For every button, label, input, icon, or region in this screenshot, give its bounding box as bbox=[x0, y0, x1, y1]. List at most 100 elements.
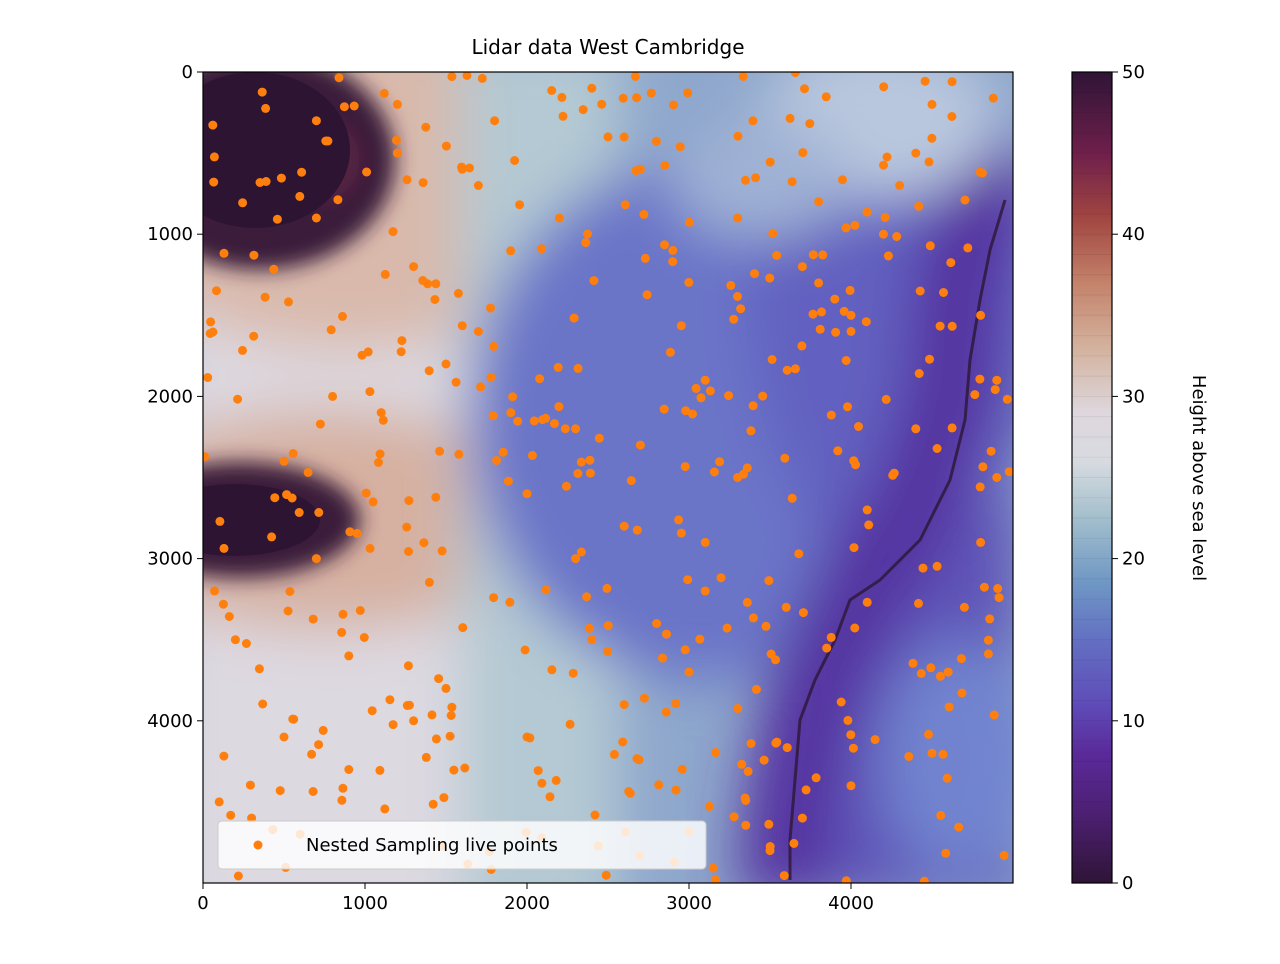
scatter-point bbox=[975, 482, 985, 492]
scatter-point bbox=[506, 246, 516, 256]
scatter-point bbox=[321, 136, 331, 146]
scatter-point bbox=[908, 658, 918, 668]
scatter-point bbox=[739, 469, 748, 479]
scatter-point bbox=[625, 788, 635, 798]
scatter-point bbox=[294, 508, 304, 517]
scatter-point bbox=[404, 547, 413, 556]
scatter-point bbox=[315, 419, 325, 429]
scatter-point bbox=[515, 200, 525, 210]
scatter-point bbox=[780, 453, 790, 463]
scatter-point bbox=[831, 327, 841, 337]
scatter-point bbox=[919, 876, 929, 883]
scatter-point bbox=[715, 457, 725, 467]
scatter-point bbox=[879, 82, 889, 92]
scatter-point bbox=[797, 341, 807, 351]
scatter-point bbox=[979, 582, 989, 592]
scatter-point bbox=[418, 178, 428, 188]
scatter-point bbox=[224, 612, 234, 621]
scatter-point bbox=[462, 72, 472, 80]
scatter-point bbox=[846, 326, 856, 336]
scatter-point bbox=[460, 763, 470, 773]
colorbar-bands bbox=[1072, 91, 1112, 864]
scatter-point bbox=[272, 214, 282, 224]
scatter-point bbox=[662, 629, 671, 639]
scatter-point bbox=[821, 92, 831, 102]
legend-label: Nested Sampling live points bbox=[306, 835, 558, 856]
scatter-point bbox=[726, 280, 736, 290]
scatter-point bbox=[573, 469, 583, 478]
scatter-point bbox=[695, 634, 705, 644]
colorbar-frame bbox=[1071, 71, 1113, 884]
scatter-point bbox=[208, 327, 218, 337]
scatter-point bbox=[748, 401, 758, 411]
scatter-point bbox=[297, 167, 307, 177]
scatter-point bbox=[665, 347, 675, 357]
scatter-point bbox=[956, 654, 966, 664]
scatter-point bbox=[1004, 467, 1013, 477]
scatter-point bbox=[669, 100, 678, 110]
scatter-point bbox=[454, 449, 464, 459]
scatter-point bbox=[632, 525, 642, 535]
scatter-point bbox=[790, 364, 800, 374]
scatter-point bbox=[338, 311, 347, 321]
scatter-point bbox=[275, 786, 285, 796]
scatter-point bbox=[361, 488, 371, 498]
scatter-point bbox=[716, 573, 726, 583]
scatter-point bbox=[434, 674, 444, 684]
scatter-point bbox=[661, 707, 671, 717]
scatter-point bbox=[465, 163, 474, 173]
scatter-point bbox=[826, 410, 836, 420]
legend-marker bbox=[253, 840, 263, 850]
scatter-point bbox=[772, 250, 782, 260]
scatter-point bbox=[768, 228, 778, 238]
scatter-point bbox=[939, 288, 948, 297]
scatter-point bbox=[817, 307, 826, 317]
plot-frame bbox=[202, 71, 1014, 884]
scatter-point bbox=[565, 719, 575, 729]
scatter-point bbox=[989, 710, 999, 720]
scatter-point bbox=[503, 476, 513, 486]
scatter-point bbox=[751, 684, 761, 694]
scatter-point bbox=[374, 458, 383, 467]
scatter-point bbox=[267, 532, 277, 542]
scatter-point bbox=[741, 795, 751, 805]
scatter-point bbox=[537, 778, 547, 788]
scatter-point bbox=[506, 408, 516, 418]
scatter-point bbox=[603, 132, 613, 142]
scatter-point bbox=[375, 449, 385, 459]
scatter-point bbox=[270, 493, 280, 503]
scatter-point bbox=[639, 693, 649, 703]
scatter-point bbox=[814, 197, 824, 207]
legend: Nested Sampling live points bbox=[217, 820, 707, 870]
scatter-point bbox=[424, 366, 434, 376]
scatter-point bbox=[925, 354, 934, 364]
scatter-point bbox=[619, 132, 629, 142]
scatter-point bbox=[772, 737, 782, 747]
scatter-point bbox=[602, 583, 612, 593]
scatter-point bbox=[585, 468, 595, 478]
scatter-point bbox=[811, 773, 821, 783]
scatter-point bbox=[932, 561, 942, 571]
scatter-point bbox=[920, 76, 930, 86]
scatter-point bbox=[671, 785, 681, 795]
scatter-point bbox=[916, 669, 926, 678]
scatter-point bbox=[765, 157, 775, 167]
scatter-point bbox=[843, 402, 852, 412]
scatter-point bbox=[558, 111, 568, 121]
scatter-point bbox=[553, 362, 563, 372]
scatter-point bbox=[219, 751, 229, 761]
scatter-point bbox=[513, 416, 523, 426]
scatter-point bbox=[587, 83, 597, 93]
scatter-point bbox=[333, 195, 343, 205]
scatter-point bbox=[421, 752, 431, 762]
scatter-point bbox=[722, 623, 732, 633]
scatter-point bbox=[581, 238, 591, 248]
scatter-point bbox=[547, 665, 557, 675]
scatter-point bbox=[815, 324, 825, 334]
scatter-point bbox=[590, 810, 600, 820]
scatter-point bbox=[681, 406, 691, 416]
scatter-point bbox=[367, 706, 377, 716]
scatter-point bbox=[635, 440, 645, 450]
scatter-point bbox=[947, 423, 957, 433]
scatter-point bbox=[862, 207, 872, 217]
